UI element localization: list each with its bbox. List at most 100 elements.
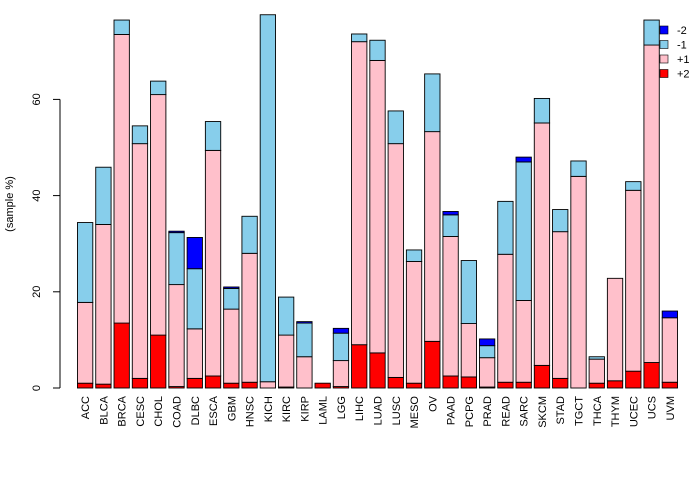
x-tick-label-sarc: SARC	[519, 396, 531, 427]
x-axis: ACC BLCA BRCA CESC CHOL COAD DLBC ESCA GBM HNSC KI…	[80, 395, 677, 428]
bar-acc-plus2	[77, 382, 94, 389]
bar-thca-minus1	[588, 356, 605, 360]
bar-luad-minus1	[369, 39, 386, 61]
bar-meso-plus2	[405, 382, 423, 389]
bar-thca-plus2	[588, 382, 605, 389]
bar-uvm-plus2	[661, 381, 678, 389]
bar-blca-plus1	[95, 224, 112, 385]
x-tick-label-dlbc: DLBC	[190, 396, 202, 425]
y-tick-label: 40	[31, 189, 43, 201]
x-tick-label-laml: LAML	[318, 396, 330, 425]
bar-lgg-plus1	[332, 360, 350, 387]
bar-brca-plus2	[113, 322, 130, 389]
bar-kirp-plus1	[296, 356, 313, 389]
bar-ucs-plus2	[643, 362, 660, 389]
bar-paad-plus2	[442, 375, 459, 389]
legend-swatch-minus1	[659, 40, 669, 49]
bar-gbm-plus2	[223, 382, 240, 389]
bar-luad-plus2	[369, 352, 386, 389]
bar-lihc-plus1	[351, 41, 368, 346]
bar-kirp-minus1	[296, 322, 313, 358]
bar-pcpg-plus2	[460, 376, 477, 389]
bar-blca-plus2	[95, 383, 112, 389]
bar-cesc-plus2	[131, 377, 149, 389]
bar-gbm-minus1	[223, 287, 240, 310]
bar-kirc-minus1	[278, 296, 295, 336]
bar-lgg-minus1	[332, 332, 350, 362]
bar-stad-minus1	[552, 209, 569, 233]
bar-ov-plus2	[424, 340, 441, 389]
x-tick-label-uvm: UVM	[665, 396, 677, 420]
x-tick-label-ucec: UCEC	[628, 396, 640, 427]
bar-hnsc-plus1	[241, 252, 258, 383]
legend: -2 -1 +1 +2	[659, 25, 690, 81]
x-tick-label-lusc: LUSC	[391, 396, 403, 425]
bar-sarc-minus2	[515, 156, 532, 163]
bar-thym-plus1	[606, 277, 624, 382]
bar-lusc-minus1	[387, 110, 404, 145]
bar-skcm-plus2	[533, 364, 551, 389]
x-tick-label-acc: ACC	[80, 396, 92, 419]
bar-paad-minus2	[442, 211, 459, 216]
x-tick-label-thym: THYM	[610, 396, 622, 427]
bar-meso-plus1	[405, 261, 423, 384]
bar-read-plus2	[497, 381, 514, 389]
x-tick-label-paad: PAAD	[446, 396, 458, 425]
x-tick-label-ucs: UCS	[647, 396, 659, 419]
x-tick-label-prad: PRAD	[482, 396, 494, 427]
bar-lusc-plus1	[387, 143, 404, 378]
bar-tgct-plus1	[570, 175, 587, 389]
y-tick-label: 20	[31, 286, 43, 298]
bar-stad-plus2	[552, 377, 569, 389]
bar-dlbc-minus1	[186, 268, 203, 330]
bar-kirp-minus2	[296, 321, 313, 324]
bar-gbm-plus1	[223, 308, 240, 384]
bar-sarc-plus2	[515, 381, 532, 389]
bar-brca-minus1	[113, 19, 130, 35]
bar-esca-plus2	[204, 375, 222, 389]
bar-tgct-minus1	[570, 160, 587, 177]
bar-cesc-plus1	[131, 143, 149, 379]
legend-label-minus1: -1	[677, 40, 687, 52]
x-tick-label-chol: CHOL	[153, 396, 165, 427]
x-tick-label-blca: BLCA	[98, 395, 110, 424]
bar-esca-plus1	[204, 149, 222, 377]
x-tick-label-kich: KICH	[263, 396, 275, 422]
x-tick-label-meso: MESO	[409, 396, 421, 429]
legend-swatch-plus1	[659, 54, 669, 64]
bar-dlbc-plus2	[186, 377, 203, 389]
bar-laml-plus2	[314, 382, 331, 389]
bar-stad-plus1	[552, 231, 569, 379]
bar-read-minus1	[497, 200, 514, 255]
bar-ucs-minus1	[643, 19, 660, 46]
bar-brca-plus1	[113, 34, 130, 324]
bar-esca-minus1	[204, 121, 222, 151]
bar-hnsc-plus2	[241, 381, 258, 389]
bars-layer	[77, 14, 678, 389]
bar-chol-plus2	[150, 334, 167, 389]
bar-acc-minus1	[77, 222, 94, 303]
legend-label-minus2: -2	[677, 25, 687, 37]
bar-pcpg-plus1	[460, 323, 477, 378]
bar-prad-minus1	[479, 345, 496, 359]
x-tick-label-thca: THCA	[592, 395, 604, 426]
bar-skcm-plus1	[533, 122, 551, 366]
x-tick-label-lihc: LIHC	[354, 396, 366, 421]
bar-luad-plus1	[369, 59, 386, 354]
legend-swatch-plus2	[659, 69, 669, 78]
x-tick-label-lgg: LGG	[336, 396, 348, 419]
bar-lgg-minus2	[332, 327, 350, 334]
bar-kich-plus1	[259, 381, 276, 389]
x-tick-label-esca: ESCA	[208, 395, 220, 426]
bar-hnsc-minus1	[241, 215, 258, 254]
bar-gbm-minus2	[223, 286, 240, 289]
bar-cesc-minus1	[131, 125, 149, 145]
bar-acc-plus1	[77, 301, 94, 384]
bar-skcm-minus1	[533, 97, 551, 124]
y-tick-label: 60	[31, 93, 43, 105]
bar-meso-minus1	[405, 249, 423, 262]
bar-dlbc-plus1	[186, 328, 203, 379]
legend-swatch-minus2	[659, 25, 669, 35]
bar-thca-plus1	[588, 358, 605, 384]
x-tick-label-brca: BRCA	[117, 395, 129, 426]
